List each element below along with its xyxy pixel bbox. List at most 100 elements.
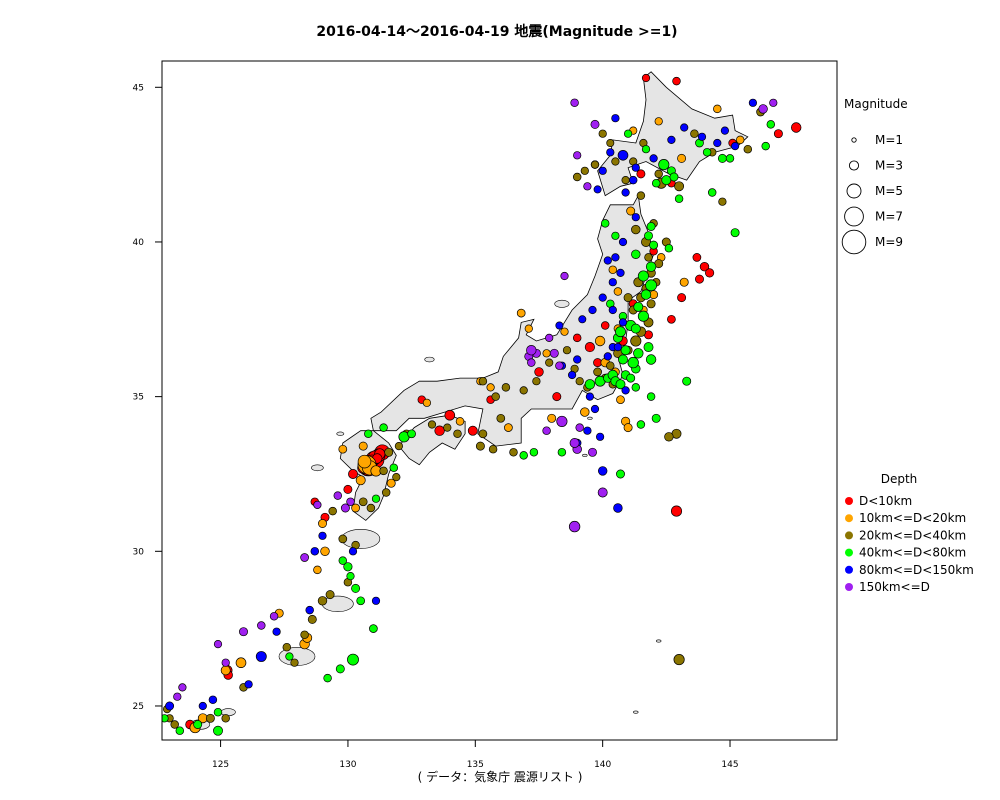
quake-point-20km-d-40km <box>221 714 230 723</box>
quake-point-40km-d-80km <box>633 301 644 312</box>
quake-point-150km-d <box>568 520 581 533</box>
depth-legend-symbol <box>845 565 853 574</box>
quake-point-40km-d-80km <box>651 413 661 423</box>
depth-legend-title: Depth <box>881 472 918 486</box>
x-axis: 125 130 135 140 145 <box>212 740 739 770</box>
depth-legend-label: 80km<=D<150km <box>859 563 974 577</box>
quake-point-40km-d-80km <box>643 342 654 353</box>
quake-point-d-10km <box>348 469 358 479</box>
quake-point-20km-d-40km <box>598 129 607 138</box>
quake-point-80km-d-150km <box>603 256 612 265</box>
quake-point-40km-d-80km <box>615 326 626 338</box>
quake-point-80km-d-150km <box>628 175 638 185</box>
quake-point-20km-d-40km <box>366 503 376 513</box>
magnitude-legend-label: M=5 <box>875 184 903 198</box>
quake-point-20km-d-40km <box>572 172 582 182</box>
quake-point-80km-d-150km <box>255 651 267 662</box>
quake-point-20km-d-40km <box>580 166 589 175</box>
quake-point-150km-d <box>340 503 350 513</box>
quake-point-10km-d-20km <box>313 565 322 575</box>
quake-point-80km-d-150km <box>567 370 577 380</box>
quake-point-80km-d-150km <box>617 149 629 161</box>
quake-point-d-10km <box>672 76 681 86</box>
quake-point-d-10km <box>584 342 595 353</box>
chart-title: 2016-04-14～2016-04-19 地震(Magnitude >=1) <box>316 23 677 40</box>
quake-point-150km-d <box>178 683 187 692</box>
island-land <box>554 299 570 308</box>
quake-point-10km-d-20km <box>338 444 348 454</box>
quake-point-40km-d-80km <box>630 323 641 334</box>
magnitude-legend: Magnitude M=1 M=3 M=5 M=7 M=9 <box>841 97 908 255</box>
quake-point-150km-d <box>213 639 223 649</box>
magnitude-legend-symbol <box>851 137 857 143</box>
quake-point-20km-d-40km <box>545 358 554 367</box>
quake-point-80km-d-150km <box>165 701 175 711</box>
earthquake-points <box>162 73 802 736</box>
quake-point-40km-d-80km <box>649 240 659 250</box>
depth-legend-symbol <box>845 548 853 557</box>
depth-legend: Depth D<10km 10km<=D<20km 20km<=D<40km 40km… <box>845 472 974 594</box>
quake-point-10km-d-20km <box>594 335 606 347</box>
quake-point-20km-d-40km <box>427 420 437 429</box>
quake-point-20km-d-40km <box>509 448 518 457</box>
quake-point-10km-d-20km <box>351 503 360 513</box>
quake-point-20km-d-40km <box>664 432 674 442</box>
quake-point-10km-d-20km <box>654 117 663 126</box>
quake-point-10km-d-20km <box>713 104 722 114</box>
quake-point-20km-d-40km <box>690 129 699 138</box>
depth-legend-label: 10km<=D<20km <box>859 511 966 525</box>
quake-point-40km-d-80km <box>641 145 651 154</box>
quake-point-20km-d-40km <box>170 720 179 729</box>
quake-point-150km-d <box>526 345 537 356</box>
quake-point-150km-d <box>239 627 248 637</box>
island-land <box>321 595 354 612</box>
quake-point-80km-d-150km <box>713 138 722 148</box>
depth-legend-symbol <box>845 583 853 591</box>
quake-point-20km-d-40km <box>496 413 506 423</box>
quake-point-10km-d-20km <box>735 135 745 145</box>
quake-point-d-10km <box>343 484 353 494</box>
x-tick-label: 135 <box>467 760 484 770</box>
quake-point-80km-d-150km <box>583 426 592 435</box>
quake-point-40km-d-80km <box>730 228 740 238</box>
quake-point-20km-d-40km <box>654 169 663 179</box>
quake-point-10km-d-20km <box>357 454 372 469</box>
quake-point-20km-d-40km <box>205 713 215 723</box>
quake-point-80km-d-150km <box>595 432 605 441</box>
quake-point-20km-d-40km <box>488 444 498 454</box>
quake-point-20km-d-40km <box>381 488 391 497</box>
quake-point-80km-d-150km <box>621 386 630 395</box>
depth-legend-label: 150km<=D <box>859 580 930 594</box>
quake-point-20km-d-40km <box>443 423 452 432</box>
quake-point-150km-d <box>573 151 582 160</box>
quake-point-20km-d-40km <box>590 160 600 169</box>
quake-point-80km-d-150km <box>371 596 381 605</box>
quake-point-40km-d-80km <box>356 596 366 606</box>
quake-point-40km-d-80km <box>335 664 345 674</box>
quake-point-40km-d-80km <box>285 652 294 661</box>
quake-point-40km-d-80km <box>620 345 631 356</box>
quake-point-20km-d-40km <box>501 383 511 392</box>
quake-point-40km-d-80km <box>631 383 641 392</box>
quake-point-10km-d-20km <box>455 417 465 426</box>
y-tick-label: 45 <box>133 83 144 93</box>
quake-point-150km-d <box>346 497 355 507</box>
quake-point-d-10km <box>572 333 582 343</box>
quake-point-150km-d <box>313 500 322 510</box>
quake-point-150km-d <box>549 348 559 358</box>
quake-point-d-10km <box>667 314 676 324</box>
quake-point-40km-d-80km <box>213 725 223 736</box>
quake-point-80km-d-150km <box>730 141 740 151</box>
quake-point-20km-d-40km <box>475 441 485 451</box>
quake-point-40km-d-80km <box>664 243 674 253</box>
quake-point-150km-d <box>590 119 600 129</box>
quake-point-10km-d-20km <box>524 324 533 333</box>
quake-point-80km-d-150km <box>310 547 320 556</box>
quake-point-40km-d-80km <box>626 373 636 383</box>
quake-point-10km-d-20km <box>358 441 368 451</box>
quake-point-40km-d-80km <box>682 376 692 386</box>
quake-point-80km-d-150km <box>748 98 758 107</box>
quake-point-40km-d-80km <box>627 356 639 369</box>
quake-point-80km-d-150km <box>585 392 595 401</box>
